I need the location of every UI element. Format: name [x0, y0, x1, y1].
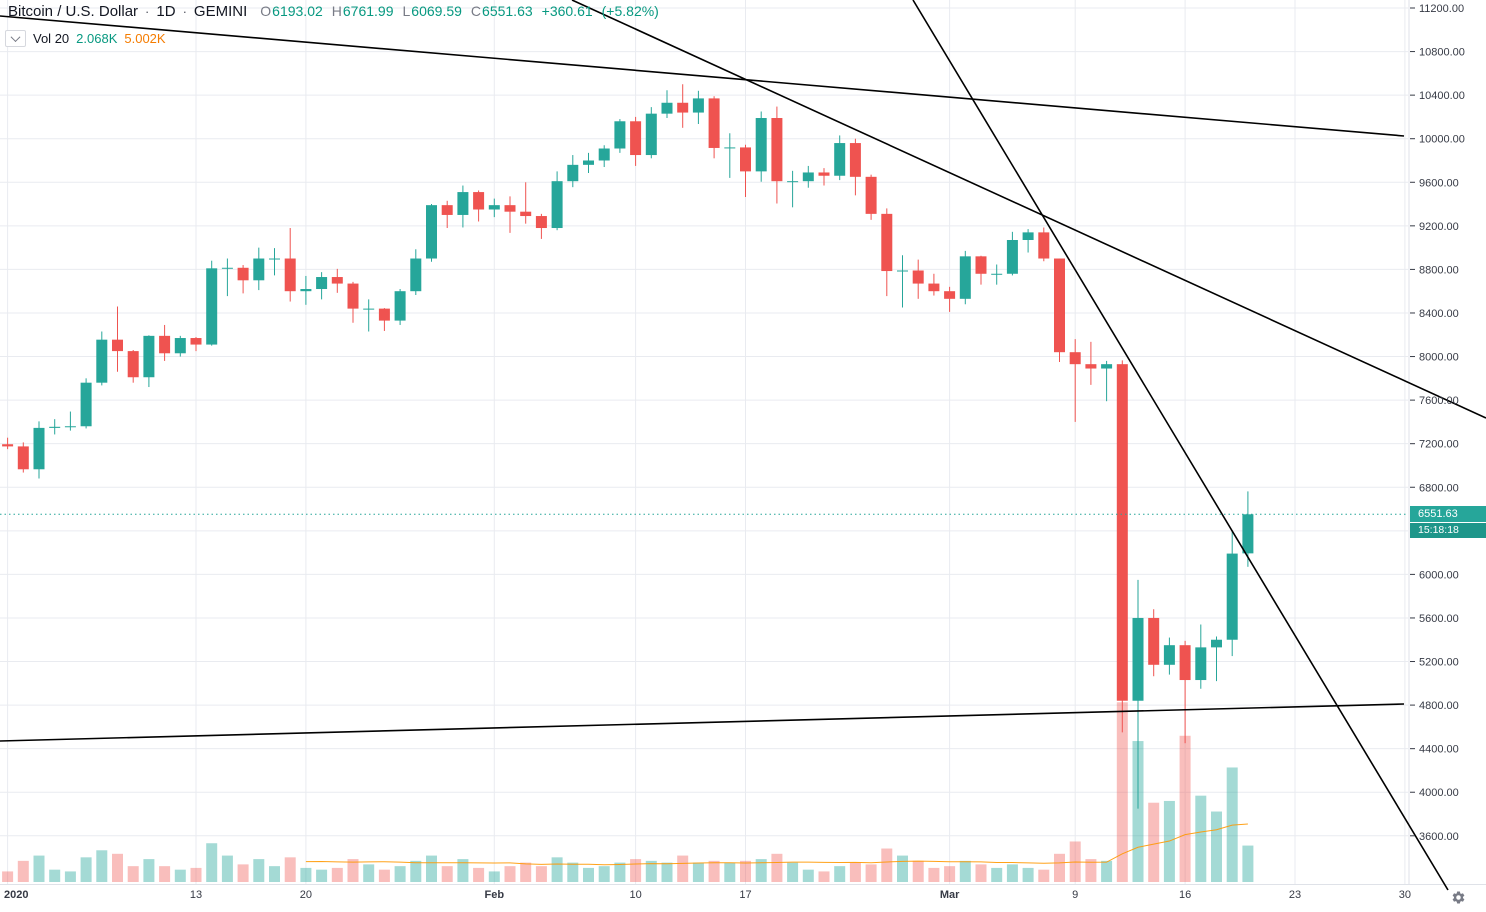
svg-text:17: 17 — [739, 889, 751, 901]
legend-separator: · — [182, 4, 187, 19]
bar-countdown-badge: 15:18:18 — [1410, 522, 1486, 538]
svg-text:8800.00: 8800.00 — [1419, 264, 1459, 276]
svg-text:4400.00: 4400.00 — [1419, 744, 1459, 756]
svg-text:9: 9 — [1072, 889, 1078, 901]
svg-text:8000.00: 8000.00 — [1419, 352, 1459, 364]
price-change: +360.61 — [541, 3, 593, 19]
ohlc-low: L6069.59 — [402, 3, 462, 19]
svg-text:Mar: Mar — [940, 889, 960, 901]
symbol-name[interactable]: Bitcoin / U.S. Dollar — [8, 3, 139, 20]
svg-text:5200.00: 5200.00 — [1419, 657, 1459, 669]
svg-text:10000.00: 10000.00 — [1419, 134, 1465, 146]
svg-text:23: 23 — [1289, 889, 1301, 901]
svg-text:4800.00: 4800.00 — [1419, 700, 1459, 712]
ohlc-open: O6193.02 — [260, 3, 323, 19]
svg-text:13: 13 — [190, 889, 202, 901]
current-price-badge: 6551.63 — [1410, 506, 1486, 523]
svg-text:11200.00: 11200.00 — [1419, 3, 1464, 15]
svg-text:10800.00: 10800.00 — [1419, 47, 1465, 59]
svg-text:3600.00: 3600.00 — [1419, 831, 1459, 843]
ohlc-readout: O6193.02 H6761.99 L6069.59 C6551.63 +360… — [260, 3, 659, 19]
price-change-percent: (+5.82%) — [601, 3, 659, 19]
symbol-legend: Bitcoin / U.S. Dollar · 1D · GEMINI O619… — [8, 3, 659, 20]
svg-text:10400.00: 10400.00 — [1419, 90, 1465, 102]
svg-text:6800.00: 6800.00 — [1419, 482, 1459, 494]
svg-text:4000.00: 4000.00 — [1419, 787, 1459, 799]
svg-text:20: 20 — [300, 889, 312, 901]
svg-text:5600.00: 5600.00 — [1419, 613, 1459, 625]
svg-text:9200.00: 9200.00 — [1419, 221, 1459, 233]
ohlc-close: C6551.63 — [470, 3, 533, 19]
svg-text:9600.00: 9600.00 — [1419, 177, 1459, 189]
svg-text:10: 10 — [629, 889, 641, 901]
svg-text:2020: 2020 — [4, 889, 28, 901]
svg-text:Feb: Feb — [485, 889, 505, 901]
ohlc-high: H6761.99 — [331, 3, 394, 19]
legend-separator: · — [145, 4, 150, 19]
chevron-down-icon — [10, 32, 21, 43]
interval-label[interactable]: 1D — [156, 3, 176, 20]
exchange-label[interactable]: GEMINI — [193, 3, 248, 20]
svg-text:7200.00: 7200.00 — [1419, 439, 1459, 451]
volume-indicator-title[interactable]: Vol 20 — [33, 31, 70, 46]
volume-ma-value: 5.002K — [124, 31, 166, 46]
svg-text:6000.00: 6000.00 — [1419, 569, 1459, 581]
svg-text:30: 30 — [1399, 889, 1411, 901]
settings-gear-icon[interactable] — [1446, 885, 1470, 909]
volume-indicator-legend: Vol 20 2.068K 5.002K — [5, 30, 166, 47]
legend-collapse-button[interactable] — [5, 30, 26, 47]
svg-text:7600.00: 7600.00 — [1419, 395, 1459, 407]
svg-text:16: 16 — [1179, 889, 1191, 901]
svg-text:8400.00: 8400.00 — [1419, 308, 1459, 320]
volume-current-value: 2.068K — [76, 31, 118, 46]
